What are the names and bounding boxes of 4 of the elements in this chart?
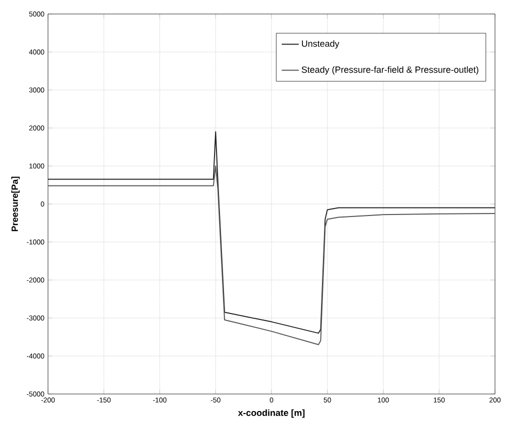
x-axis-title: x-coodinate [m] — [238, 409, 304, 418]
y-axis-title: Preesure[Pa] — [11, 176, 20, 232]
legend-label: Steady (Pressure-far-field & Pressure-outlet) — [302, 66, 478, 75]
legend-label: Unsteady — [302, 40, 340, 49]
